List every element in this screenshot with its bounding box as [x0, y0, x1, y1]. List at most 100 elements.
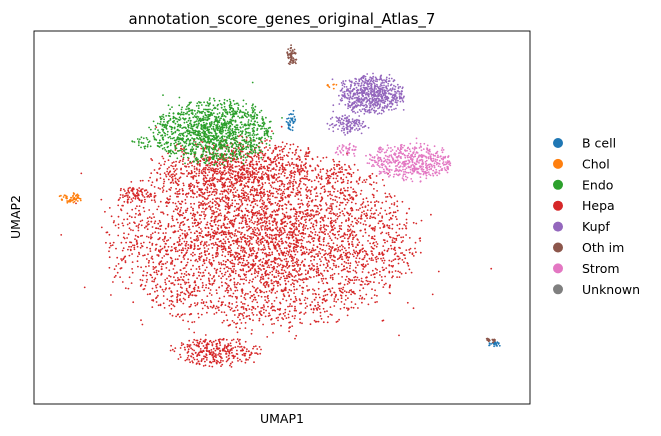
- point-hepa: [335, 205, 338, 208]
- point-hepa: [200, 302, 203, 304]
- point-hepa: [332, 177, 335, 180]
- point-hepa: [354, 202, 357, 205]
- point-hepa: [325, 299, 328, 302]
- point-hepa: [359, 229, 362, 232]
- point-hepa: [165, 174, 167, 176]
- point-hepa: [177, 207, 180, 210]
- point-hepa: [212, 256, 214, 259]
- point-hepa: [227, 211, 230, 214]
- point-hepa: [287, 280, 290, 283]
- point-hepa: [182, 343, 185, 346]
- point-hepa: [203, 202, 206, 205]
- point-hepa: [295, 248, 297, 251]
- point-hepa: [292, 269, 294, 271]
- point-hepa: [282, 227, 285, 230]
- point-hepa: [290, 228, 292, 230]
- point-hepa: [283, 168, 286, 171]
- point-hepa: [295, 260, 298, 263]
- point-hepa: [158, 250, 160, 253]
- point-hepa: [228, 168, 231, 170]
- point-hepa: [374, 289, 376, 292]
- point-hepa: [277, 157, 280, 159]
- point-hepa: [221, 186, 224, 189]
- point-hepa: [366, 254, 369, 256]
- point-hepa: [224, 205, 227, 208]
- point-hepa: [236, 255, 239, 257]
- point-hepa: [248, 243, 251, 246]
- point-hepa: [283, 229, 286, 232]
- point-hepa: [223, 267, 226, 270]
- point-hepa: [306, 204, 308, 206]
- point-hepa: [162, 295, 165, 297]
- point-hepa: [398, 276, 401, 278]
- point-hepa: [143, 254, 146, 257]
- point-hepa: [344, 163, 346, 166]
- point-hepa: [283, 213, 286, 216]
- point-hepa: [355, 257, 358, 259]
- point-hepa: [240, 209, 243, 212]
- point-hepa: [230, 262, 233, 264]
- point-hepa: [264, 152, 267, 155]
- point-hepa: [244, 185, 247, 188]
- point-hepa: [322, 240, 325, 243]
- point-hepa: [139, 278, 142, 281]
- point-hepa: [283, 247, 286, 250]
- point-hepa: [261, 261, 264, 264]
- point-hepa: [198, 170, 201, 173]
- point-hepa: [244, 294, 246, 296]
- point-hepa: [281, 162, 284, 165]
- point-hepa: [250, 160, 252, 163]
- point-hepa: [261, 173, 263, 175]
- point-hepa: [323, 290, 326, 293]
- point-hepa: [323, 269, 326, 272]
- point-hepa: [276, 196, 278, 199]
- point-hepa: [387, 233, 390, 236]
- point-hepa: [352, 197, 355, 200]
- point-hepa: [117, 215, 120, 218]
- point-hepa: [206, 203, 208, 205]
- point-hepa: [132, 301, 135, 304]
- point-hepa: [230, 249, 233, 252]
- point-hepa: [353, 217, 356, 220]
- point-hepa: [348, 165, 350, 167]
- point-hepa: [345, 262, 348, 264]
- point-hepa: [274, 220, 276, 223]
- point-hepa: [335, 266, 337, 269]
- point-hepa: [268, 258, 270, 261]
- point-hepa: [199, 278, 202, 281]
- point-hepa: [251, 176, 254, 179]
- point-hepa: [207, 183, 210, 186]
- point-hepa: [376, 190, 378, 192]
- point-hepa: [157, 222, 160, 225]
- point-hepa: [269, 184, 272, 187]
- point-hepa: [246, 315, 249, 318]
- point-hepa: [183, 273, 186, 275]
- point-hepa: [268, 247, 270, 250]
- point-hepa: [173, 283, 176, 286]
- point-hepa: [240, 172, 243, 175]
- point-hepa: [244, 214, 246, 217]
- point-hepa: [235, 202, 238, 205]
- point-hepa: [226, 191, 229, 194]
- point-hepa: [338, 214, 341, 217]
- point-hepa: [294, 315, 296, 317]
- point-hepa: [195, 167, 198, 170]
- point-hepa: [204, 304, 206, 307]
- point-hepa: [241, 220, 244, 223]
- point-hepa: [281, 204, 284, 207]
- point-hepa: [241, 292, 244, 294]
- point-hepa: [147, 179, 150, 182]
- point-hepa: [229, 308, 232, 311]
- point-hepa: [169, 170, 172, 173]
- point-hepa: [261, 228, 263, 231]
- point-hepa: [225, 197, 228, 200]
- point-hepa: [334, 199, 337, 202]
- point-hepa: [203, 274, 205, 277]
- point-hepa: [265, 227, 268, 230]
- point-hepa: [236, 189, 239, 192]
- point-hepa: [194, 213, 197, 216]
- point-hepa: [325, 244, 328, 247]
- point-hepa: [411, 252, 414, 255]
- point-hepa: [249, 297, 252, 299]
- point-hepa: [230, 236, 233, 239]
